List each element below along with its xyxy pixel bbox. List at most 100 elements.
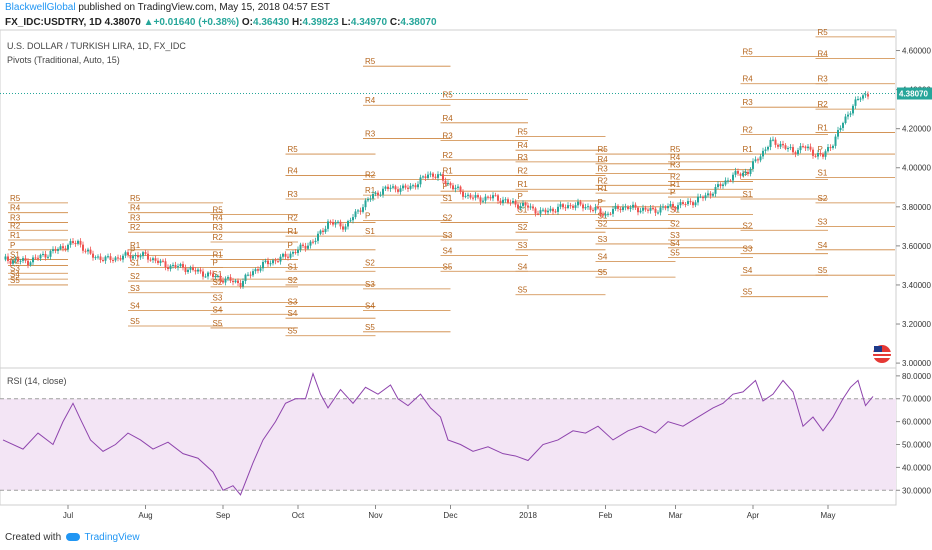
candle-body: [772, 139, 774, 141]
pivot-label: R3: [213, 223, 224, 232]
pivot-label: S5: [598, 268, 608, 277]
candle-body: [57, 249, 59, 251]
candle-body: [262, 261, 264, 269]
candle-body: [797, 150, 799, 155]
candle-body: [332, 222, 334, 225]
rsi-tick-label: 80.0000: [902, 372, 931, 381]
pivot-label: S2: [518, 223, 528, 232]
candle-body: [834, 136, 837, 146]
candle-body: [337, 221, 339, 223]
pivot-label: R1: [130, 241, 141, 250]
candle-body: [769, 139, 772, 147]
pivot-label: R3: [288, 190, 299, 199]
pivot-label: S4: [670, 239, 680, 248]
candle-body: [14, 258, 17, 261]
candle-body: [512, 200, 514, 203]
pivot-label: S3: [818, 217, 828, 226]
candle-body: [112, 259, 114, 261]
candle-body: [624, 206, 627, 208]
pivot-label: R5: [443, 90, 454, 99]
pivot-label: R2: [518, 167, 529, 176]
candle-body: [167, 267, 169, 270]
time-tick-label: Oct: [292, 511, 305, 520]
pivot-label: R5: [365, 57, 376, 66]
rsi-title: RSI (14, close): [7, 376, 67, 386]
candle-body: [102, 259, 104, 261]
created-with-label: Created with: [5, 532, 62, 543]
candle-body: [324, 228, 327, 232]
candle-body: [232, 280, 234, 283]
candle-body: [694, 202, 697, 206]
rsi-axis[interactable]: 30.0000 40.0000 50.0000 60.0000 70.0000 80.00…: [0, 372, 931, 495]
publisher-link[interactable]: BlackwellGlobal: [5, 2, 76, 13]
candle-body: [522, 202, 524, 206]
candle-body: [244, 274, 247, 282]
pivot-label: S5: [288, 327, 298, 336]
candle-body: [154, 258, 157, 261]
time-tick-label: May: [820, 511, 835, 520]
time-tick-label: Feb: [599, 511, 613, 520]
chart-canvas[interactable]: 3.00000 3.20000 3.40000 3.60000 3.80000 4.000…: [0, 0, 932, 528]
candle-body: [327, 221, 329, 229]
time-axis[interactable]: Jul Aug Sep Oct Nov Dec 2018 Feb Mar Apr May: [63, 505, 836, 520]
candle-body: [777, 144, 779, 147]
candle-body: [224, 278, 227, 283]
candle-body: [752, 161, 754, 169]
candle-body: [567, 205, 569, 208]
candle-body: [247, 274, 249, 276]
candle-body: [52, 249, 54, 252]
candle-body: [219, 275, 222, 281]
candle-body: [214, 276, 217, 278]
candle-body: [667, 206, 669, 209]
close-label: C:: [389, 17, 401, 28]
candle-body: [427, 174, 429, 178]
candle-body: [204, 276, 207, 278]
candle-body: [607, 213, 609, 215]
time-tick-label: Sep: [216, 511, 231, 520]
candles: [4, 91, 869, 289]
candle-body: [132, 256, 134, 259]
last-price: 4.38070: [104, 17, 141, 28]
candle-body: [634, 204, 637, 208]
candle-body: [649, 208, 652, 211]
candle-body: [702, 196, 704, 199]
time-tick-label: Dec: [443, 511, 457, 520]
indicator-title: Pivots (Traditional, Auto, 15): [7, 55, 120, 65]
price-axis[interactable]: 3.00000 3.20000 3.40000 3.60000 3.80000 4.000…: [0, 47, 932, 369]
candle-body: [577, 201, 579, 206]
open-value: 4.36430: [253, 17, 290, 28]
candle-body: [114, 257, 117, 261]
pivot-label: R4: [288, 167, 299, 176]
candle-body: [59, 246, 62, 250]
candle-body: [477, 195, 479, 198]
pivot-label: R5: [670, 145, 681, 154]
pivot-label: P: [213, 258, 218, 267]
pivot-label: R2: [130, 223, 141, 232]
candle-body: [289, 253, 292, 258]
tradingview-link[interactable]: TradingView: [84, 532, 140, 543]
candle-body: [234, 280, 237, 283]
candle-body: [532, 206, 534, 209]
price-tick-label: 4.20000: [902, 125, 931, 134]
candle-body: [422, 176, 424, 178]
candle-body: [29, 262, 32, 266]
candle-body: [722, 184, 724, 187]
pivot-label: S5: [743, 288, 753, 297]
candle-body: [707, 193, 709, 196]
candle-body: [537, 213, 539, 215]
pivot-label: R3: [818, 75, 829, 84]
rsi-tick-label: 60.0000: [902, 418, 931, 427]
candle-body: [459, 186, 462, 192]
candle-body: [379, 194, 382, 196]
candle-body: [859, 98, 862, 100]
candle-body: [542, 209, 544, 211]
candle-body: [272, 260, 274, 264]
candle-body: [754, 159, 757, 162]
candle-body: [339, 221, 342, 227]
candle-body: [804, 146, 807, 149]
pivot-label: R4: [670, 153, 681, 162]
candle-body: [697, 196, 699, 203]
candle-body: [462, 191, 464, 197]
pivot-label: R1: [598, 184, 609, 193]
pivot-label: R4: [443, 114, 454, 123]
